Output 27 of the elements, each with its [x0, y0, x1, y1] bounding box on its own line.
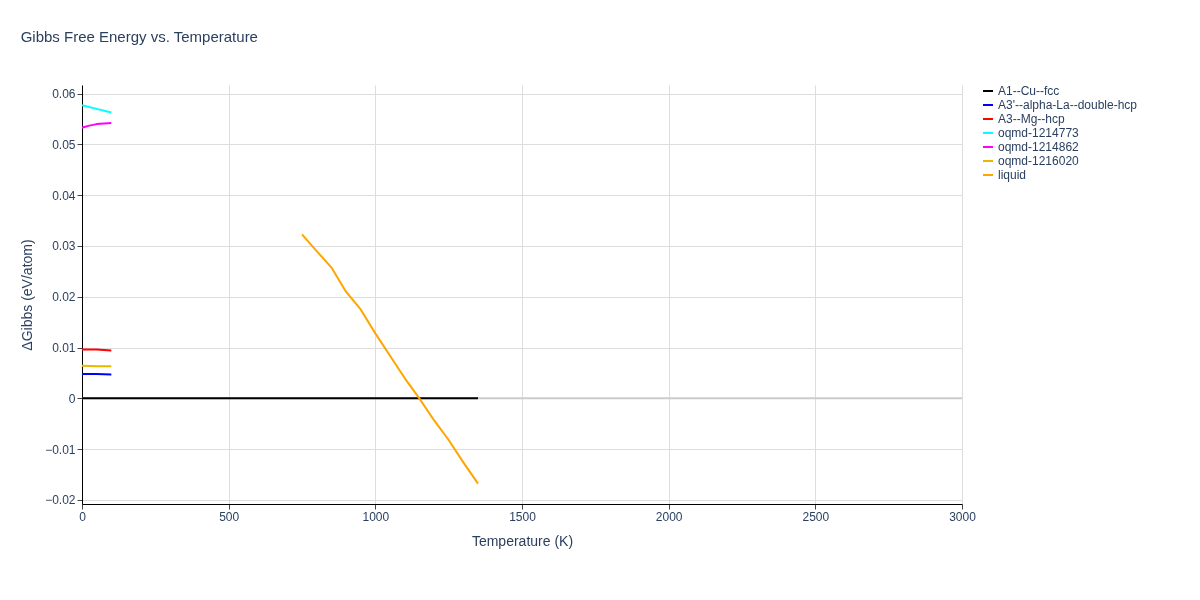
y-tick-label: 0.05	[52, 137, 76, 152]
y-tick-label: 0	[68, 391, 76, 406]
y-tick-label: 0.03	[52, 239, 76, 254]
y-tick-label: −0.01	[45, 442, 76, 457]
x-tick-label: 2000	[655, 509, 683, 524]
x-tick-label: 1500	[509, 509, 537, 524]
legend-label: oqmd-1214773	[998, 126, 1080, 140]
y-tick-label: 0.04	[52, 188, 76, 203]
y-tick-label: 0.02	[52, 290, 76, 305]
legend-label: A3'--alpha-La--double-hcp	[998, 98, 1138, 112]
legend-label: oqmd-1214862	[998, 140, 1080, 154]
legend-label: A1--Cu--fcc	[998, 84, 1060, 98]
x-tick-label: 2500	[802, 509, 830, 524]
x-tick-label: 1000	[362, 509, 390, 524]
y-tick-label: 0.01	[52, 341, 76, 356]
chart-title: Gibbs Free Energy vs. Temperature	[20, 28, 258, 45]
line-series	[301, 233, 479, 485]
x-tick-label: 500	[219, 509, 240, 524]
y-tick-label: 0.06	[52, 87, 76, 102]
y-axis-title: ΔGibbs (eV/atom)	[19, 239, 36, 351]
x-tick-label: 3000	[949, 509, 977, 524]
x-axis-title: Temperature (K)	[471, 532, 574, 549]
y-tick-label: −0.02	[45, 493, 76, 508]
legend-label: A3--Mg--hcp	[998, 112, 1066, 126]
legend-label: liquid	[998, 168, 1027, 182]
x-tick-label: 0	[79, 509, 87, 524]
legend-label: oqmd-1216020	[998, 154, 1080, 168]
